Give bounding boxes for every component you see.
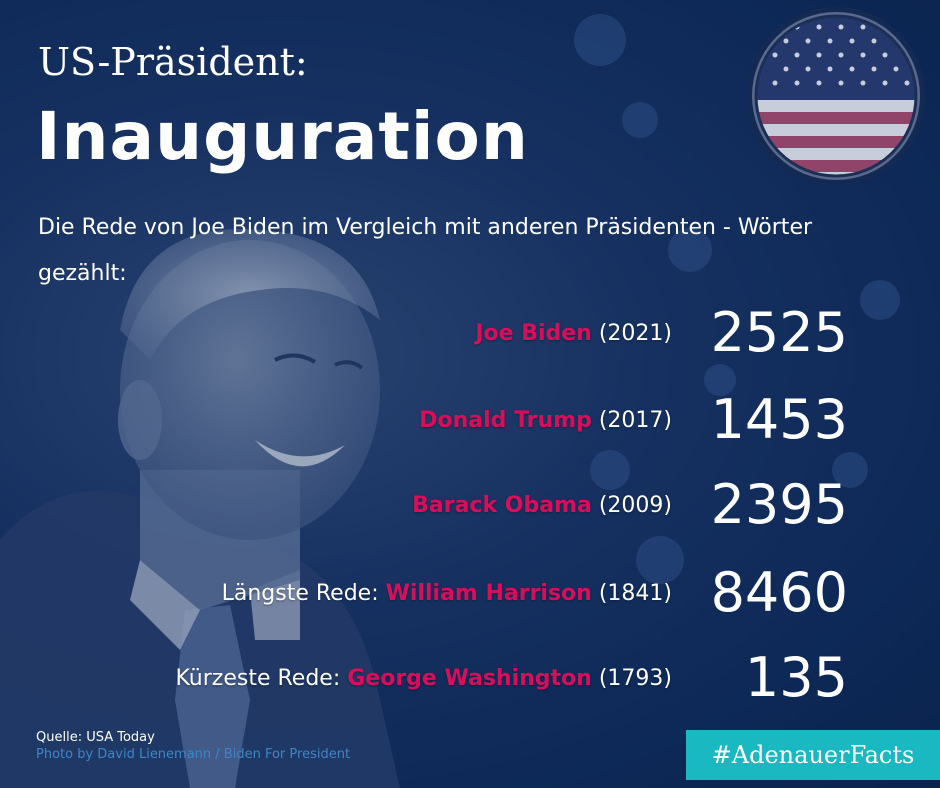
president-name: Barack Obama (412, 493, 592, 518)
speech-row: Barack Obama (2009) 2395 (0, 475, 940, 535)
row-prefix: Längste Rede: (221, 581, 386, 606)
us-flag-icon (747, 7, 925, 185)
speech-row: Donald Trump (2017) 1453 (0, 390, 940, 450)
president-name: Donald Trump (419, 408, 592, 433)
photo-credit: Photo by David Lienemann / Biden For Pre… (36, 747, 351, 762)
row-label: Längste Rede: William Harrison (1841) (222, 581, 672, 606)
row-year: (2009) (598, 493, 672, 518)
title-small: US-Präsident: (38, 40, 308, 84)
row-prefix: Kürzeste Rede: (175, 666, 348, 691)
source-note: Quelle: USA Today (36, 730, 155, 745)
president-name: Joe Biden (475, 321, 592, 346)
row-year: (2017) (598, 408, 672, 433)
speech-row: Kürzeste Rede: George Washington (1793) … (0, 648, 940, 708)
speech-row: Joe Biden (2021) 2525 (0, 303, 940, 363)
word-count: 8460 (710, 561, 848, 624)
row-year: (1841) (598, 581, 672, 606)
row-label: Donald Trump (2017) (419, 408, 672, 433)
title-big: Inauguration (36, 98, 529, 175)
word-count: 2525 (710, 301, 848, 364)
president-name: William Harrison (385, 581, 592, 606)
president-name: George Washington (347, 666, 592, 691)
row-year: (1793) (598, 666, 672, 691)
row-label: Kürzeste Rede: George Washington (1793) (175, 666, 672, 691)
word-count: 1453 (710, 388, 848, 451)
hashtag-text: #AdenauerFacts (711, 741, 915, 769)
word-count: 2395 (710, 473, 848, 536)
row-year: (2021) (598, 321, 672, 346)
word-count: 135 (744, 646, 848, 709)
hashtag-badge: #AdenauerFacts (686, 730, 940, 780)
row-label: Barack Obama (2009) (412, 493, 672, 518)
row-label: Joe Biden (2021) (475, 321, 672, 346)
speech-row: Längste Rede: William Harrison (1841) 84… (0, 563, 940, 623)
subtitle: Die Rede von Joe Biden im Vergleich mit … (38, 215, 813, 286)
